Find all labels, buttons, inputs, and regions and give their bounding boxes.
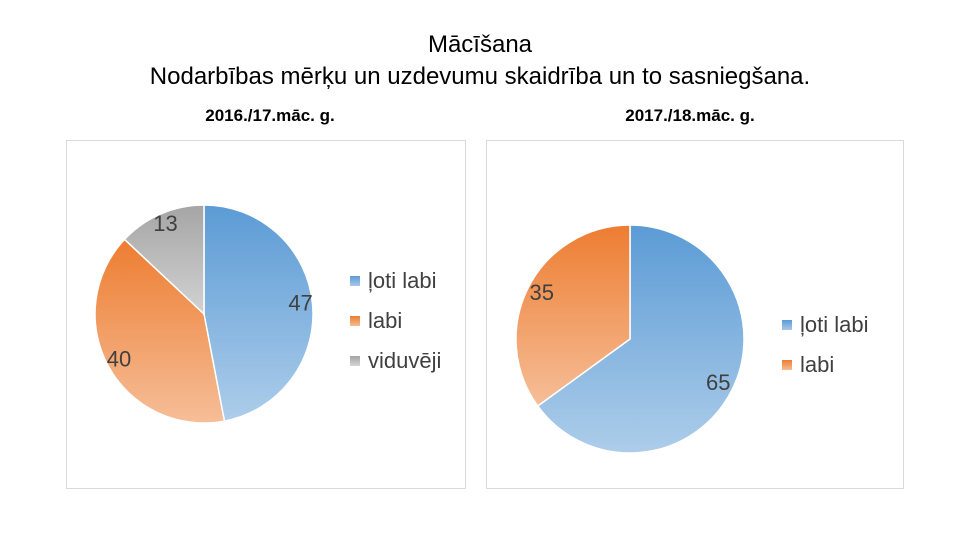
legend-swatch <box>350 316 360 326</box>
legend-item: labi <box>782 345 868 385</box>
legend-item: labi <box>350 301 441 341</box>
pie-chart-panel-2017: 65 35 ļoti labi labi <box>486 140 904 489</box>
legend-swatch <box>782 320 792 330</box>
legend-swatch <box>782 360 792 370</box>
legend-2016: ļoti labi labi viduvēji <box>344 259 448 383</box>
chart-title-2016: 2016./17.māc. g. <box>205 106 335 125</box>
pie-slice-viduvēji <box>123 204 205 316</box>
pie-chart-2017: 65 35 <box>515 224 745 454</box>
legend-label: labi <box>800 352 835 377</box>
legend-swatch <box>350 356 360 366</box>
pie-slice-labi <box>515 224 631 408</box>
legend-item: ļoti labi <box>782 305 868 345</box>
page-title: Mācīšana <box>427 31 533 58</box>
pie-chart-panel-2016: 47 40 13 ļoti labi labi viduvēji <box>66 140 466 489</box>
legend-2017: ļoti labi labi <box>776 303 875 387</box>
data-label: 47 <box>288 291 312 316</box>
data-label: 40 <box>107 347 131 372</box>
legend-label: ļoti labi <box>368 268 437 293</box>
legend-label: ļoti labi <box>800 312 869 337</box>
pie-slice-ļoti-labi <box>203 204 314 422</box>
legend-label: labi <box>368 308 403 333</box>
legend-label: viduvēji <box>368 348 442 373</box>
page-subtitle: Nodarbības mērķu un uzdevumu skaidrība u… <box>149 63 811 90</box>
legend-swatch <box>350 276 360 286</box>
pie-chart-2016: 47 40 13 <box>94 204 314 424</box>
data-label: 35 <box>530 280 554 305</box>
pie-slice-labi <box>94 238 226 424</box>
chart-title-2017: 2017./18.māc. g. <box>625 106 755 125</box>
legend-item: viduvēji <box>350 341 441 381</box>
pie-slice-ļoti-labi <box>536 224 745 454</box>
data-label: 13 <box>153 211 177 236</box>
legend-item: ļoti labi <box>350 261 441 301</box>
data-label: 65 <box>706 370 730 395</box>
